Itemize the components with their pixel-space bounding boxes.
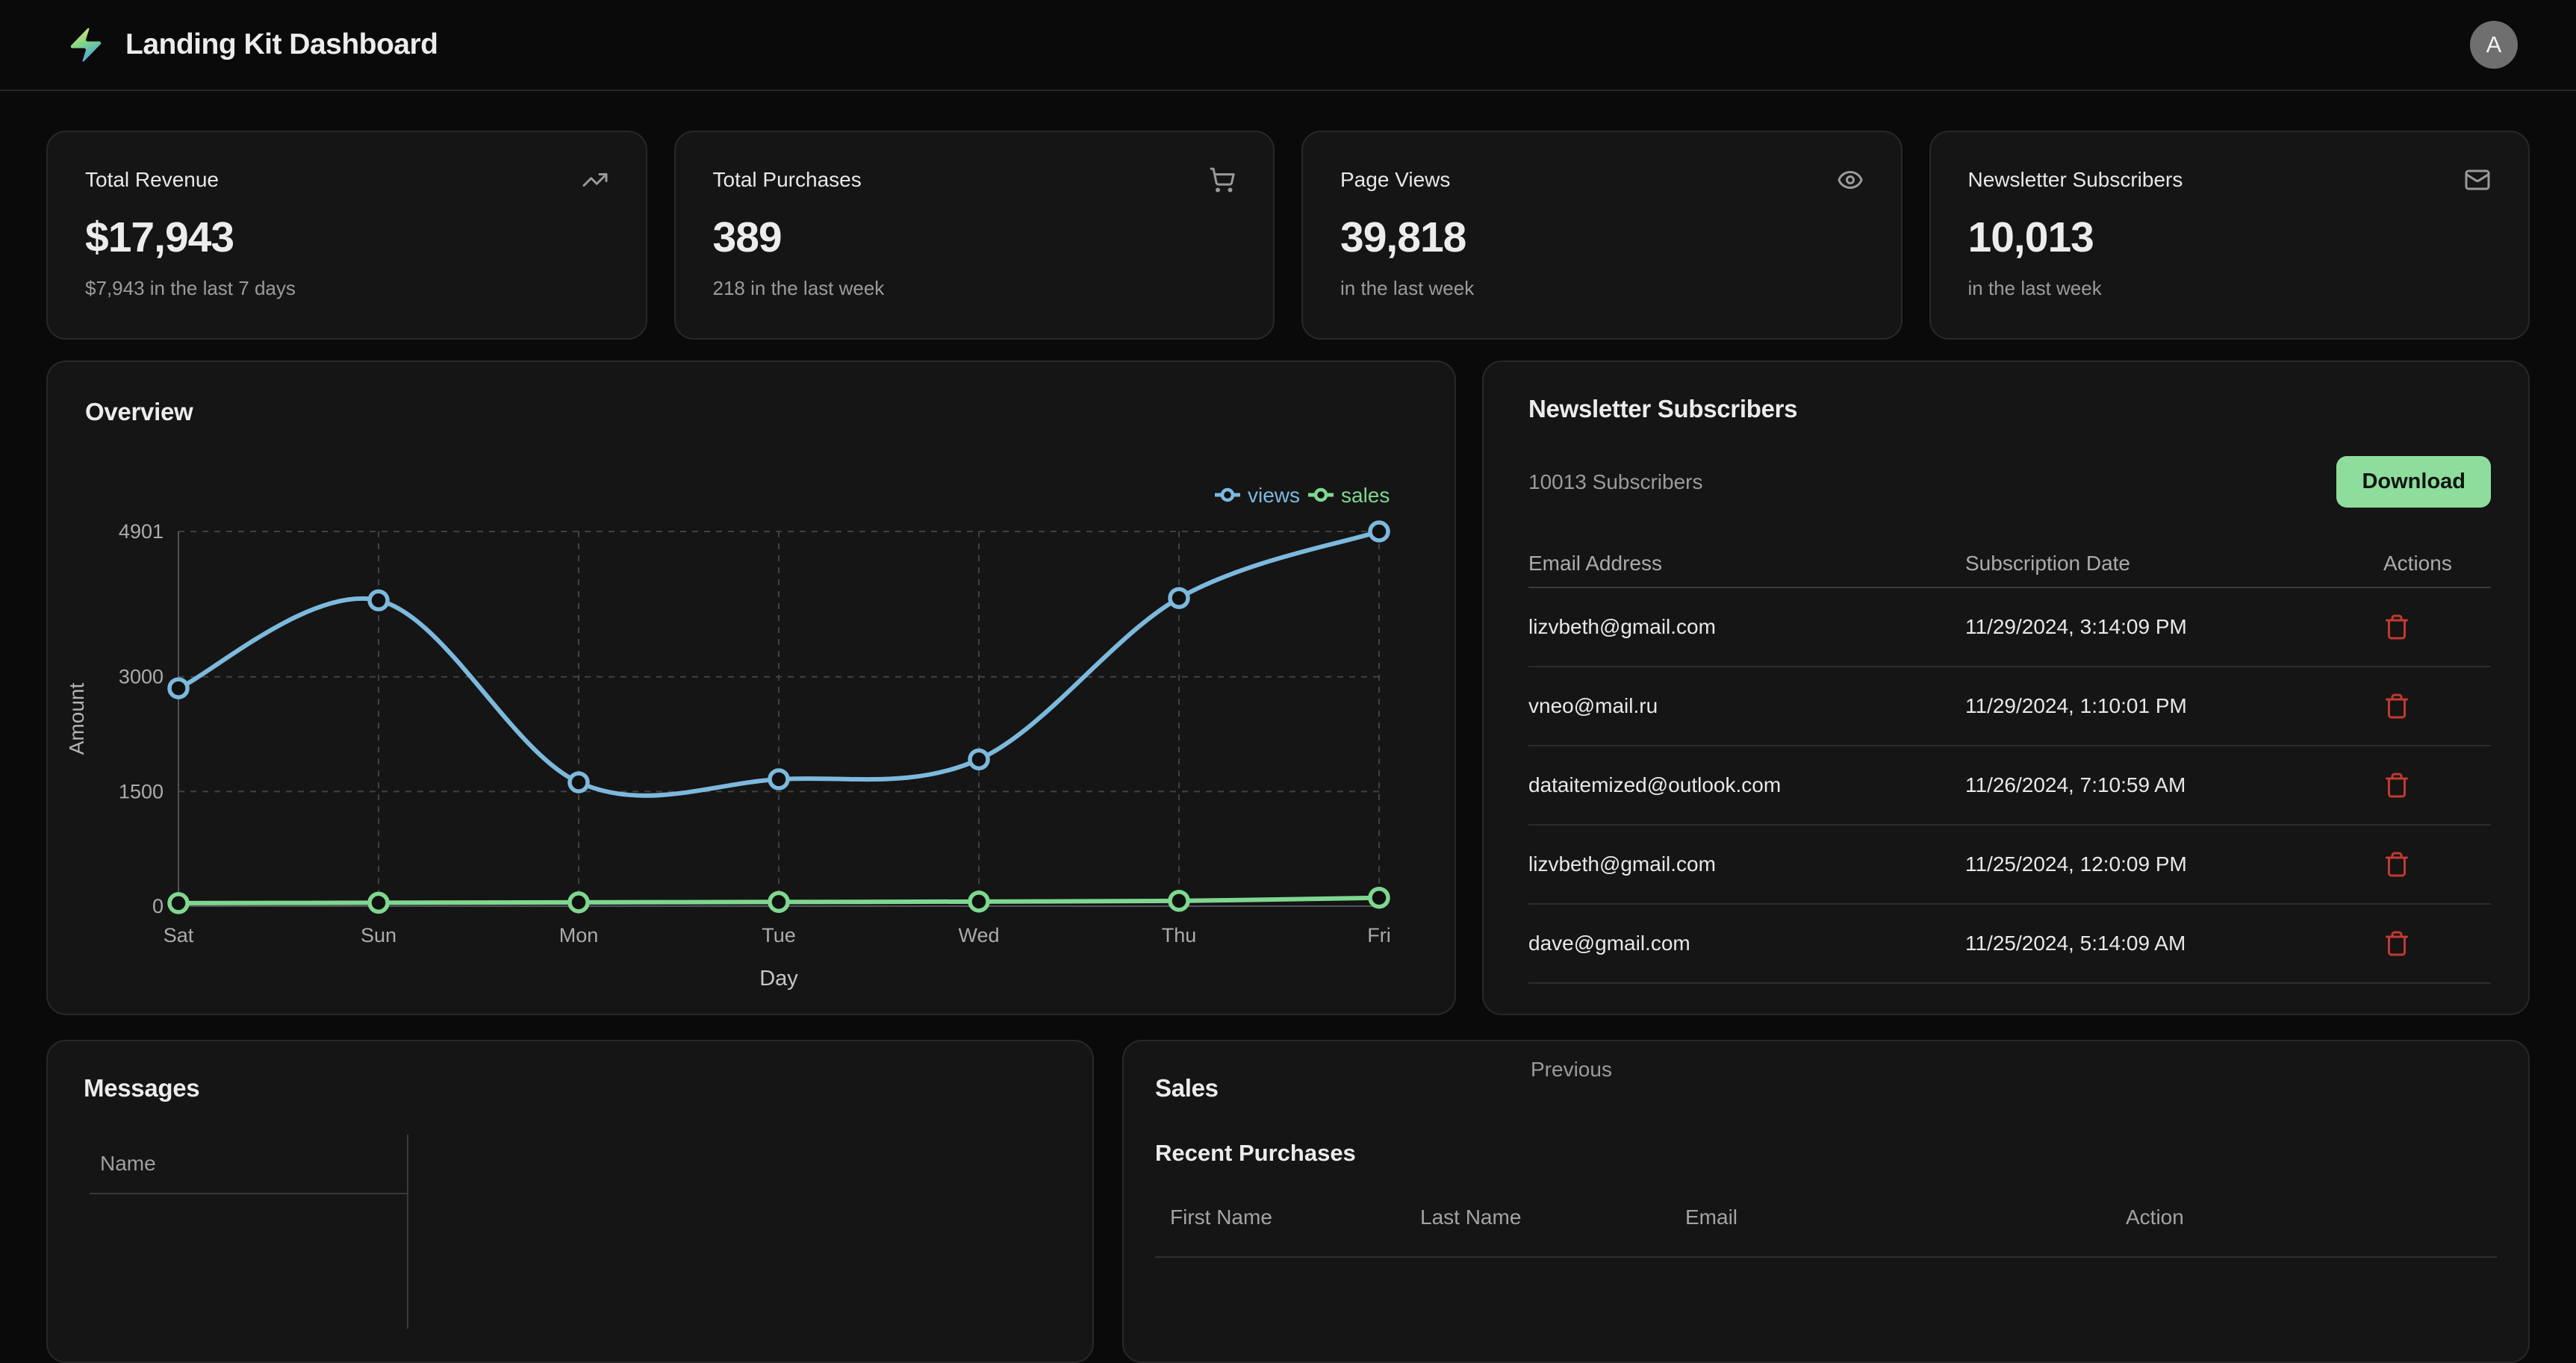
stat-value: $17,943 bbox=[85, 213, 234, 261]
stat-card-total-purchases: Total Purchases 389 218 in the last week bbox=[673, 131, 1275, 340]
svg-text:Tue: Tue bbox=[762, 924, 796, 946]
col-email: Email bbox=[1685, 1206, 1738, 1229]
svg-text:views: views bbox=[1248, 484, 1300, 507]
avatar-initial: A bbox=[2486, 31, 2502, 57]
delete-subscriber-button[interactable] bbox=[2383, 614, 2410, 640]
bottom-row: Messages Name Previous Sales Recent Purc… bbox=[46, 1040, 2530, 1363]
recent-purchases-title: Recent Purchases bbox=[1155, 1140, 1356, 1166]
subscription-date: 11/29/2024, 1:10:01 PM bbox=[1965, 694, 2187, 717]
delete-subscriber-button[interactable] bbox=[2383, 772, 2410, 799]
overview-line-chart: 0 1500 3000 4901 Sat Sun Mon Tue Wed Thu Fri Day Amo… bbox=[48, 362, 1455, 1014]
svg-text:Fri: Fri bbox=[1367, 924, 1390, 946]
download-button[interactable]: Download bbox=[2336, 456, 2491, 508]
trash-icon bbox=[2386, 931, 2408, 956]
subscription-date: 11/26/2024, 7:10:59 AM bbox=[1965, 773, 2186, 796]
stat-title: Total Purchases bbox=[712, 168, 862, 191]
stats-row: Total Revenue $17,943 $7,943 in the last… bbox=[46, 131, 2530, 340]
svg-text:Thu: Thu bbox=[1162, 924, 1197, 946]
col-name: Name bbox=[90, 1135, 407, 1194]
col-actions: Actions bbox=[2383, 552, 2452, 575]
newsletter-title: Newsletter Subscribers bbox=[1528, 395, 1798, 422]
svg-text:Mon: Mon bbox=[559, 924, 599, 946]
col-first-name: First Name bbox=[1170, 1206, 1272, 1229]
svg-text:1500: 1500 bbox=[119, 780, 164, 802]
shopping-cart-icon bbox=[1209, 166, 1236, 193]
messages-title: Messages bbox=[84, 1074, 200, 1102]
subscriber-count: 10013 Subscribers bbox=[1528, 470, 1703, 493]
messages-card: Messages Name bbox=[46, 1040, 1094, 1363]
stat-card-page-views: Page Views 39,818 in the last week bbox=[1301, 131, 1903, 340]
subscribers-table-header: Email Address Subscription Date Actions bbox=[1528, 540, 2491, 588]
subscription-date: 11/29/2024, 3:14:09 PM bbox=[1965, 615, 2187, 638]
subscriber-email: dave@gmail.com bbox=[1528, 932, 1690, 955]
delete-subscriber-button[interactable] bbox=[2383, 851, 2410, 878]
stat-title: Total Revenue bbox=[85, 168, 220, 191]
col-action: Action bbox=[2126, 1206, 2184, 1229]
purchases-table-header: First Name Last Name Email Action bbox=[1155, 1206, 2497, 1258]
subscription-date: 11/25/2024, 5:14:09 AM bbox=[1965, 932, 2186, 955]
svg-text:4901: 4901 bbox=[119, 520, 164, 543]
brand: Landing Kit Dashboard bbox=[66, 25, 438, 65]
stat-subtitle: in the last week bbox=[1340, 277, 1475, 299]
stat-title: Newsletter Subscribers bbox=[1967, 168, 2183, 191]
svg-text:0: 0 bbox=[152, 895, 164, 917]
subscription-date: 11/25/2024, 12:0:09 PM bbox=[1965, 852, 2187, 876]
stat-value: 389 bbox=[712, 213, 783, 261]
subscriber-email: lizvbeth@gmail.com bbox=[1528, 852, 1716, 876]
pagination-previous[interactable]: Previous bbox=[1531, 1058, 1612, 1081]
trash-icon bbox=[2386, 773, 2408, 798]
stat-card-newsletter-subscribers: Newsletter Subscribers 10,013 in the las… bbox=[1929, 131, 2530, 340]
col-last-name: Last Name bbox=[1420, 1206, 1522, 1229]
mid-row: Overview 0 1500 3000 4901 Sat Sun Mon Tue Wed Thu… bbox=[46, 361, 2530, 1015]
svg-text:Amount: Amount bbox=[65, 683, 88, 755]
sales-card: Previous Sales Recent Purchases First Na… bbox=[1122, 1040, 2530, 1363]
col-email-address: Email Address bbox=[1528, 552, 1662, 575]
col-subscription-date: Subscription Date bbox=[1965, 552, 2131, 575]
app-title: Landing Kit Dashboard bbox=[125, 28, 438, 60]
svg-text:3000: 3000 bbox=[119, 666, 164, 688]
stat-card-total-revenue: Total Revenue $17,943 $7,943 in the last… bbox=[46, 131, 647, 340]
stat-subtitle: $7,943 in the last 7 days bbox=[85, 277, 296, 299]
svg-text:Sat: Sat bbox=[164, 924, 194, 946]
trash-icon bbox=[2386, 614, 2408, 640]
svg-text:Day: Day bbox=[759, 967, 798, 991]
lightning-bolt-icon bbox=[70, 28, 102, 62]
trash-icon bbox=[2386, 852, 2408, 877]
dashboard-main: Total Revenue $17,943 $7,943 in the last… bbox=[0, 131, 2576, 1363]
subscribers-table: Email Address Subscription Date Actions … bbox=[1528, 540, 2491, 984]
delete-subscriber-button[interactable] bbox=[2383, 930, 2410, 957]
app-header: Landing Kit Dashboard A bbox=[0, 0, 2576, 91]
trending-up-icon bbox=[582, 166, 609, 193]
stat-subtitle: 218 in the last week bbox=[712, 277, 885, 299]
subscriber-email: dataitemized@outlook.com bbox=[1528, 773, 1782, 796]
mail-icon bbox=[2464, 166, 2491, 193]
subscriber-row: vneo@mail.ru 11/29/2024, 1:10:01 PM bbox=[1528, 667, 2491, 746]
trash-icon bbox=[2386, 693, 2408, 719]
stat-subtitle: in the last week bbox=[1967, 277, 2102, 299]
svg-text:sales: sales bbox=[1341, 484, 1390, 507]
subscriber-row: lizvbeth@gmail.com 11/25/2024, 12:0:09 P… bbox=[1528, 826, 2491, 905]
overview-title: Overview bbox=[85, 398, 193, 425]
stat-value: 39,818 bbox=[1340, 213, 1466, 261]
eye-icon bbox=[1837, 166, 1864, 193]
svg-text:Sun: Sun bbox=[361, 924, 396, 946]
overview-card: Overview 0 1500 3000 4901 Sat Sun Mon Tue Wed Thu… bbox=[46, 361, 1456, 1015]
user-avatar[interactable]: A bbox=[2470, 21, 2518, 69]
subscriber-email: vneo@mail.ru bbox=[1528, 694, 1658, 717]
sales-title: Sales bbox=[1155, 1074, 1219, 1102]
messages-table: Name bbox=[90, 1135, 408, 1329]
delete-subscriber-button[interactable] bbox=[2383, 693, 2410, 720]
stat-value: 10,013 bbox=[1967, 213, 2094, 261]
subscriber-row: dataitemized@outlook.com 11/26/2024, 7:1… bbox=[1528, 746, 2491, 826]
subscriber-email: lizvbeth@gmail.com bbox=[1528, 615, 1716, 638]
subscriber-row: lizvbeth@gmail.com 11/29/2024, 3:14:09 P… bbox=[1528, 588, 2491, 667]
newsletter-card: Newsletter Subscribers 10013 Subscribers… bbox=[1482, 361, 2530, 1015]
overview-chart-svg: 0 1500 3000 4901 Sat Sun Mon Tue Wed Thu Fri Day Amo… bbox=[65, 484, 1391, 991]
stat-title: Page Views bbox=[1340, 168, 1451, 191]
svg-text:Wed: Wed bbox=[958, 924, 999, 946]
subscriber-row: dave@gmail.com 11/25/2024, 5:14:09 AM bbox=[1528, 905, 2491, 984]
